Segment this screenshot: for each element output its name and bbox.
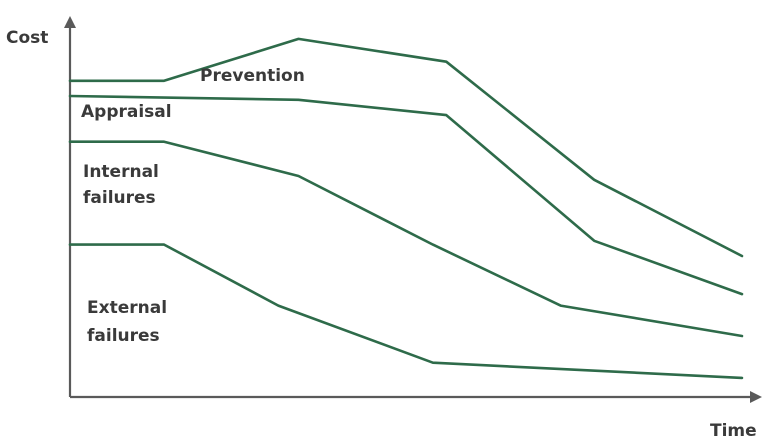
x-axis-arrow-icon [750,391,762,403]
label-external-line1: External [87,298,167,318]
label-internal-failures: Internal failures [83,162,165,208]
series-line-external-failures [68,243,744,380]
series-line-appraisal [68,94,744,296]
label-internal-line2: failures [83,188,156,208]
label-internal-line1: Internal [83,162,159,182]
label-external-failures: External failures [87,298,173,346]
series-line-internal-failures [68,140,744,338]
label-prevention: Prevention [200,66,305,86]
band-labels: Prevention Appraisal Internal failures E… [81,66,305,346]
axes [64,16,762,403]
y-axis-arrow-icon [64,16,76,28]
y-axis-label: Cost [6,28,48,48]
label-external-line2: failures [87,326,160,346]
series-line-prevention [68,37,744,258]
label-appraisal: Appraisal [81,102,172,122]
x-axis-label: Time [710,421,757,441]
series-lines [68,37,744,380]
